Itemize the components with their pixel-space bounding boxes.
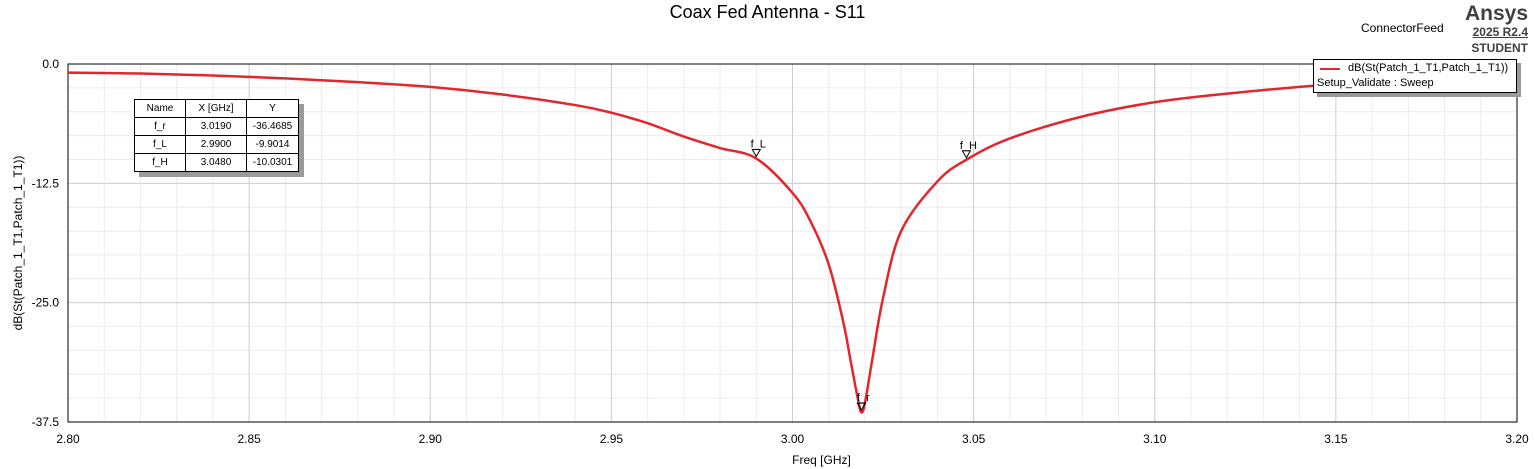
legend[interactable]: dB(St(Patch_1_T1,Patch_1_T1)) Setup_Vali… — [1313, 59, 1517, 93]
table-row: f_r 3.0190 -36.4685 — [134, 117, 299, 136]
header-cell: Name — [134, 99, 186, 118]
table-cell: f_H — [134, 153, 186, 172]
ansys-logo: Ansys 2025 R2.4 STUDENT — [1465, 3, 1528, 54]
x-tick-label: 2.90 — [419, 432, 443, 446]
chart-title: Coax Fed Antenna - S11 — [669, 2, 866, 22]
table-row: f_H 3.0480 -10.0301 — [134, 153, 299, 172]
brand-version: 2025 R2.4 — [1472, 25, 1528, 39]
legend-swatch — [1320, 68, 1340, 70]
x-tick-label: 3.05 — [962, 432, 986, 446]
table-cell: f_L — [134, 135, 186, 154]
y-axis-label: dB(St(Patch_1_T1,Patch_1_T1)) — [11, 156, 25, 331]
x-tick-label: 3.15 — [1324, 432, 1348, 446]
marker-label: f_L — [751, 139, 766, 151]
feed-label: ConnectorFeed — [1361, 21, 1444, 35]
table-cell: f_r — [134, 117, 186, 136]
table-cell: 3.0190 — [185, 117, 247, 136]
x-tick-label: 2.95 — [600, 432, 624, 446]
x-tick-label: 3.10 — [1143, 432, 1167, 446]
x-axis-label: Freq [GHz] — [792, 453, 851, 467]
table-cell: -10.0301 — [246, 153, 299, 172]
marker-label: f_r — [857, 392, 870, 404]
header-cell: X [GHz] — [185, 99, 247, 118]
y-tick-label: -25.0 — [32, 296, 60, 310]
table-row: f_L 2.9900 -9.9014 — [134, 135, 299, 154]
table-cell: 2.9900 — [185, 135, 247, 154]
marker-triangle-icon — [751, 149, 762, 158]
table-cell: -9.9014 — [246, 135, 299, 154]
x-tick-label: 2.80 — [56, 432, 80, 446]
table-cell: -36.4685 — [246, 117, 299, 136]
legend-setup: Setup_Validate : Sweep — [1317, 77, 1434, 89]
marker-table-header: Name X [GHz] Y — [134, 99, 299, 118]
plot-border — [67, 63, 1518, 423]
marker-triangle-icon — [961, 150, 972, 159]
marker-table[interactable]: Name X [GHz] Y f_r 3.0190 -36.4685 f_L 2… — [134, 99, 299, 172]
y-tick-label: 0.0 — [42, 57, 59, 71]
x-tick-label: 3.20 — [1505, 432, 1529, 446]
marker-label: f_H — [960, 140, 977, 152]
table-cell: 3.0480 — [185, 153, 247, 172]
x-tick-label: 2.85 — [237, 432, 261, 446]
marker-triangle-icon — [856, 402, 867, 412]
y-tick-label: -37.5 — [32, 415, 60, 429]
legend-trace-name: dB(St(Patch_1_T1,Patch_1_T1)) — [1348, 62, 1509, 74]
x-tick-label: 3.00 — [781, 432, 805, 446]
header-cell: Y — [246, 99, 299, 118]
brand-name: Ansys — [1464, 2, 1528, 25]
s11-series-line — [67, 71, 1518, 414]
y-tick-label: -12.5 — [32, 176, 60, 190]
brand-license: STUDENT — [1471, 41, 1528, 55]
